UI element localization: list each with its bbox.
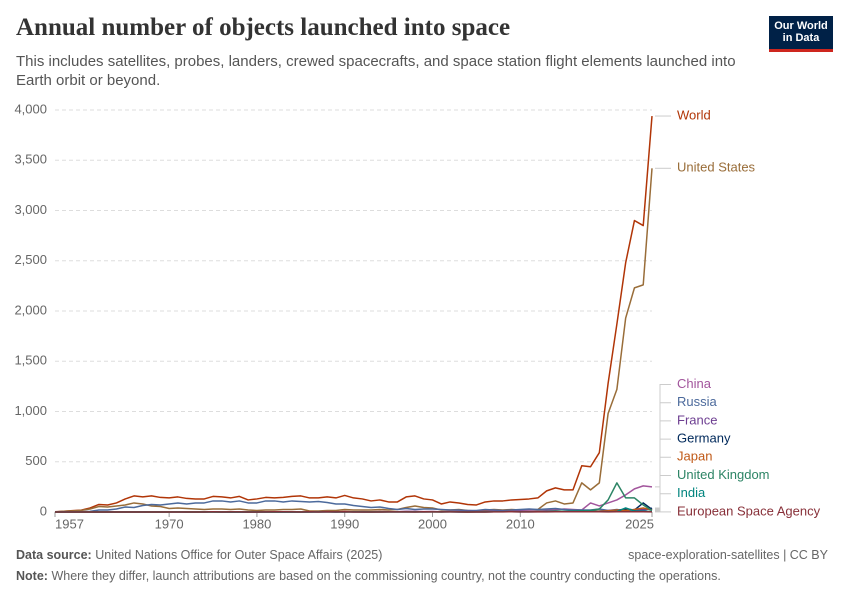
- source-label: Data source:: [16, 548, 92, 562]
- legend-label: United Kingdom: [677, 467, 770, 482]
- legend-label: Germany: [677, 431, 731, 446]
- x-tick-label: 1980: [242, 516, 271, 531]
- label-connector: [655, 402, 671, 509]
- x-tick-label: 1990: [330, 516, 359, 531]
- label-connector: [655, 383, 671, 488]
- note-label: Note:: [16, 569, 48, 583]
- label-connector: [655, 456, 671, 511]
- y-tick-label: 4,000: [14, 101, 47, 116]
- series-line: [54, 115, 653, 513]
- x-tick-label: 2010: [506, 516, 535, 531]
- y-tick-label: 1,500: [14, 353, 47, 368]
- series-line: [54, 500, 653, 513]
- series-line: [54, 168, 653, 513]
- legend-label: European Space Agency: [677, 503, 821, 518]
- logo-text: Our World: [774, 20, 828, 32]
- logo[interactable]: Our World in Data: [769, 16, 833, 52]
- source: Data source: United Nations Office for O…: [16, 548, 382, 562]
- legend-label: World: [677, 107, 711, 122]
- legend-label: United States: [677, 160, 756, 175]
- y-tick-label: 1,000: [14, 403, 47, 418]
- x-tick-label: 1970: [155, 516, 184, 531]
- x-tick-label: 2025: [625, 516, 654, 531]
- logo-text: in Data: [782, 32, 820, 44]
- legend-label: Russia: [677, 394, 718, 409]
- y-tick-label: 3,000: [14, 202, 47, 217]
- chart-title: Annual number of objects launched into s…: [16, 14, 511, 41]
- source-text: United Nations Office for Outer Space Af…: [95, 548, 383, 562]
- legend-label: Japan: [677, 449, 712, 464]
- x-tick-label: 1957: [55, 516, 84, 531]
- note-text: Where they differ, launch attributions a…: [51, 569, 721, 583]
- y-tick-label: 2,500: [14, 252, 47, 267]
- y-tick-label: 500: [25, 453, 47, 468]
- chart-subtitle: This includes satellites, probes, lander…: [16, 53, 736, 89]
- y-tick-label: 3,500: [14, 152, 47, 167]
- slug[interactable]: space-exploration-satellites | CC BY: [628, 548, 828, 562]
- label-connector: [655, 420, 671, 510]
- legend-label: France: [677, 412, 717, 427]
- legend-label: China: [677, 376, 712, 391]
- note: Note: Where they differ, launch attribut…: [16, 569, 721, 583]
- label-connector: [655, 438, 671, 510]
- label-connector: [655, 474, 671, 511]
- x-tick-label: 2000: [418, 516, 447, 531]
- legend-label: India: [677, 485, 706, 500]
- y-tick-label: 2,000: [14, 302, 47, 317]
- y-tick-label: 0: [40, 503, 47, 518]
